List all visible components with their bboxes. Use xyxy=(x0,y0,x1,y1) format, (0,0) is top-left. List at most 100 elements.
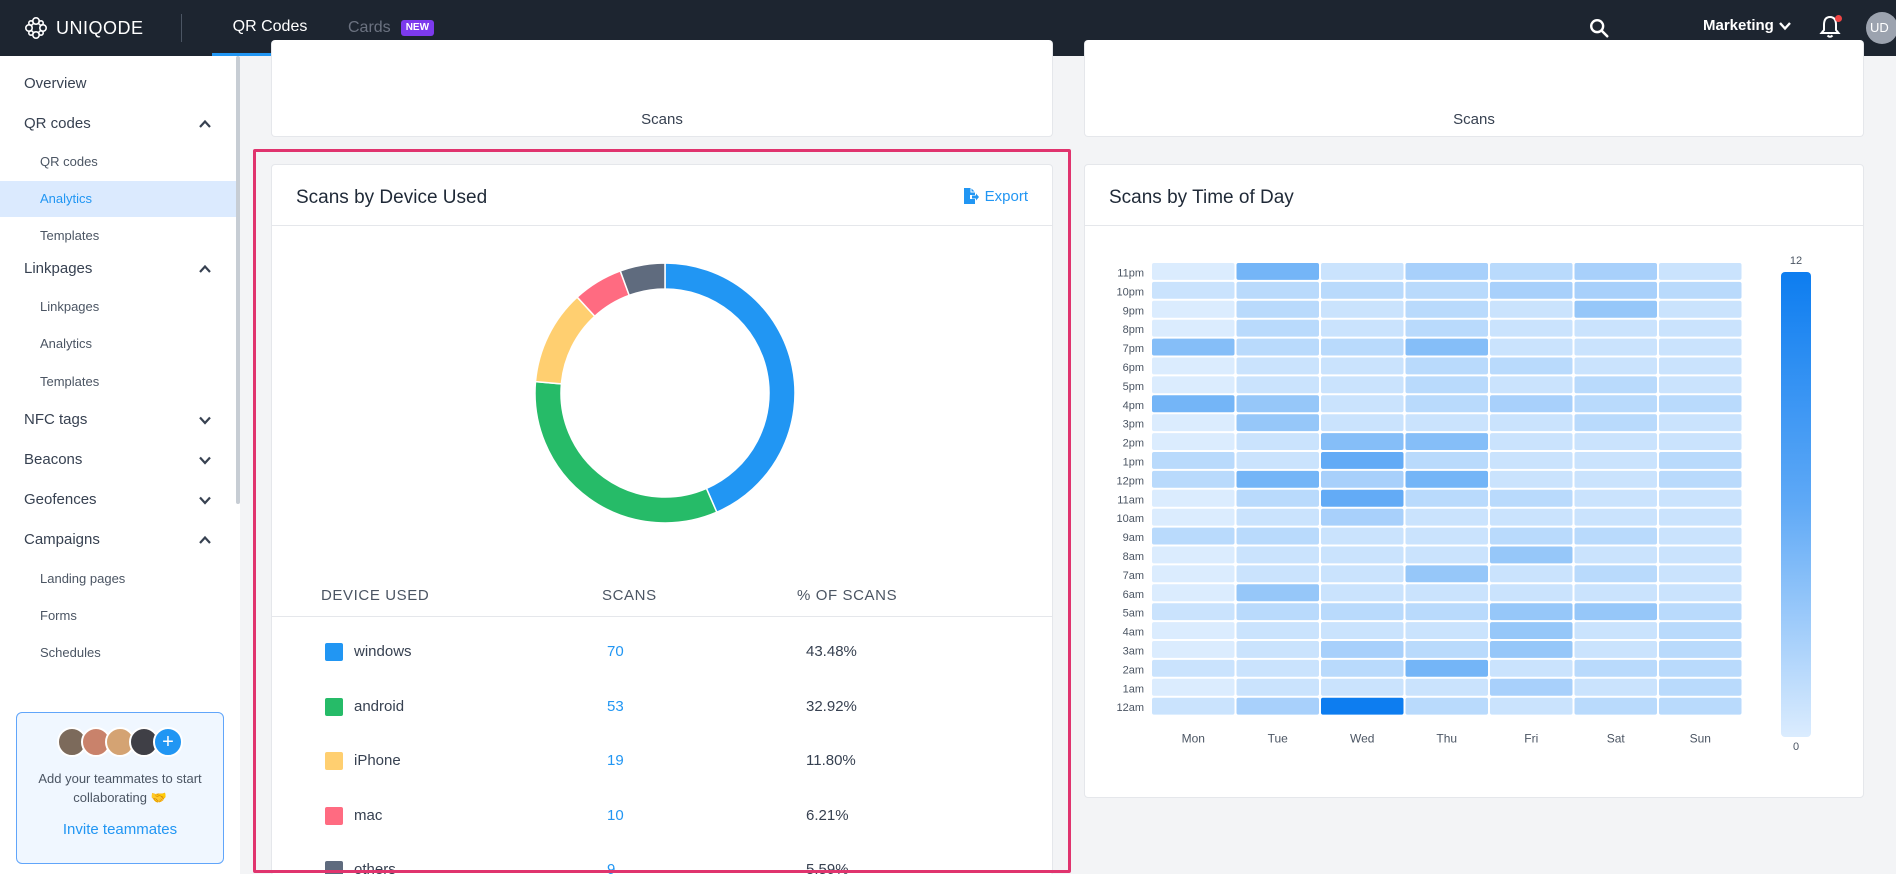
sidebar-group-geofences[interactable]: Geofences xyxy=(0,482,236,518)
heatmap-cell[interactable] xyxy=(1236,641,1320,658)
heatmap-cell[interactable] xyxy=(1152,263,1235,280)
heatmap-cell[interactable] xyxy=(1405,546,1489,564)
sidebar-group-qr-codes[interactable]: QR codes xyxy=(0,106,236,142)
heatmap-cell[interactable] xyxy=(1659,338,1742,356)
donut-slice-others[interactable] xyxy=(619,262,666,297)
heatmap-cell[interactable] xyxy=(1490,603,1573,621)
sidebar-item-analytics[interactable]: Analytics xyxy=(0,181,236,217)
heatmap-cell[interactable] xyxy=(1405,300,1489,318)
heatmap-cell[interactable] xyxy=(1152,452,1235,469)
heatmap-cell[interactable] xyxy=(1236,263,1320,280)
heatmap-cell[interactable] xyxy=(1490,357,1573,375)
heatmap-cell[interactable] xyxy=(1405,319,1489,337)
heatmap-cell[interactable] xyxy=(1405,678,1489,696)
scan-count-link[interactable]: 70 xyxy=(607,643,624,660)
notification-bell-icon[interactable] xyxy=(1818,14,1842,40)
heatmap-cell[interactable] xyxy=(1405,376,1489,394)
heatmap-cell[interactable] xyxy=(1574,319,1658,337)
scan-count-link[interactable]: 19 xyxy=(607,752,624,769)
heatmap-cell[interactable] xyxy=(1152,697,1235,715)
heatmap-cell[interactable] xyxy=(1152,659,1235,677)
heatmap-cell[interactable] xyxy=(1405,281,1489,299)
heatmap-cell[interactable] xyxy=(1152,565,1235,583)
heatmap-cell[interactable] xyxy=(1236,338,1320,356)
sidebar-item-schedules[interactable]: Schedules xyxy=(0,635,236,671)
tab-qr-codes[interactable]: QR Codes xyxy=(212,0,328,56)
heatmap-cell[interactable] xyxy=(1152,527,1235,545)
sidebar-item-templates[interactable]: Templates xyxy=(0,218,236,254)
heatmap-cell[interactable] xyxy=(1236,414,1320,432)
heatmap-cell[interactable] xyxy=(1574,338,1658,356)
heatmap-cell[interactable] xyxy=(1574,300,1658,318)
export-button[interactable]: Export xyxy=(963,187,1028,205)
heatmap-cell[interactable] xyxy=(1321,565,1404,583)
heatmap-cell[interactable] xyxy=(1321,489,1404,507)
heatmap-cell[interactable] xyxy=(1574,376,1658,394)
heatmap-cell[interactable] xyxy=(1236,565,1320,583)
heatmap-cell[interactable] xyxy=(1490,452,1573,469)
heatmap-cell[interactable] xyxy=(1321,395,1404,413)
heatmap-cell[interactable] xyxy=(1659,281,1742,299)
heatmap-cell[interactable] xyxy=(1152,319,1235,337)
heatmap-cell[interactable] xyxy=(1236,452,1320,469)
heatmap-cell[interactable] xyxy=(1152,395,1235,413)
search-icon[interactable] xyxy=(1588,17,1610,39)
heatmap-cell[interactable] xyxy=(1659,678,1742,696)
heatmap-cell[interactable] xyxy=(1574,263,1658,280)
heatmap-cell[interactable] xyxy=(1152,357,1235,375)
heatmap-cell[interactable] xyxy=(1152,603,1235,621)
heatmap-cell[interactable] xyxy=(1236,357,1320,375)
heatmap-cell[interactable] xyxy=(1152,433,1235,450)
heatmap-cell[interactable] xyxy=(1405,338,1489,356)
sidebar-scrollbar[interactable] xyxy=(236,56,240,504)
heatmap-cell[interactable] xyxy=(1152,678,1235,696)
sidebar-item-overview[interactable]: Overview xyxy=(0,66,236,102)
heatmap-cell[interactable] xyxy=(1490,697,1573,715)
heatmap-cell[interactable] xyxy=(1574,470,1658,488)
heatmap-cell[interactable] xyxy=(1490,338,1573,356)
heatmap-cell[interactable] xyxy=(1405,603,1489,621)
heatmap-cell[interactable] xyxy=(1405,470,1489,488)
heatmap-cell[interactable] xyxy=(1236,489,1320,507)
heatmap-cell[interactable] xyxy=(1405,584,1489,602)
heatmap-cell[interactable] xyxy=(1490,565,1573,583)
heatmap-cell[interactable] xyxy=(1236,678,1320,696)
heatmap-cell[interactable] xyxy=(1490,546,1573,564)
heatmap-cell[interactable] xyxy=(1405,433,1489,450)
heatmap-cell[interactable] xyxy=(1659,603,1742,621)
sidebar-group-beacons[interactable]: Beacons xyxy=(0,442,236,478)
sidebar-item-linkpages-templates[interactable]: Templates xyxy=(0,364,236,400)
heatmap-cell[interactable] xyxy=(1490,395,1573,413)
heatmap-cell[interactable] xyxy=(1152,300,1235,318)
heatmap-cell[interactable] xyxy=(1659,546,1742,564)
heatmap-cell[interactable] xyxy=(1659,319,1742,337)
heatmap-cell[interactable] xyxy=(1574,659,1658,677)
heatmap-cell[interactable] xyxy=(1490,659,1573,677)
heatmap-cell[interactable] xyxy=(1321,300,1404,318)
heatmap-cell[interactable] xyxy=(1236,603,1320,621)
heatmap-cell[interactable] xyxy=(1659,697,1742,715)
sidebar-group-nfc-tags[interactable]: NFC tags xyxy=(0,402,236,438)
heatmap-cell[interactable] xyxy=(1236,433,1320,450)
heatmap-cell[interactable] xyxy=(1405,622,1489,639)
sidebar-item-forms[interactable]: Forms xyxy=(0,598,236,634)
heatmap-cell[interactable] xyxy=(1321,584,1404,602)
heatmap-cell[interactable] xyxy=(1659,659,1742,677)
heatmap-cell[interactable] xyxy=(1405,697,1489,715)
heatmap-cell[interactable] xyxy=(1659,414,1742,432)
invite-teammates-link[interactable]: Invite teammates xyxy=(62,821,178,838)
heatmap-cell[interactable] xyxy=(1152,546,1235,564)
heatmap-cell[interactable] xyxy=(1574,281,1658,299)
sidebar-item-landing-pages[interactable]: Landing pages xyxy=(0,561,236,597)
heatmap-cell[interactable] xyxy=(1405,508,1489,526)
heatmap-cell[interactable] xyxy=(1659,263,1742,280)
heatmap-cell[interactable] xyxy=(1574,622,1658,639)
heatmap-cell[interactable] xyxy=(1405,395,1489,413)
heatmap-cell[interactable] xyxy=(1490,433,1573,450)
heatmap-cell[interactable] xyxy=(1659,584,1742,602)
heatmap-cell[interactable] xyxy=(1574,433,1658,450)
heatmap-cell[interactable] xyxy=(1574,452,1658,469)
heatmap-cell[interactable] xyxy=(1321,603,1404,621)
heatmap-cell[interactable] xyxy=(1152,508,1235,526)
heatmap-cell[interactable] xyxy=(1490,300,1573,318)
